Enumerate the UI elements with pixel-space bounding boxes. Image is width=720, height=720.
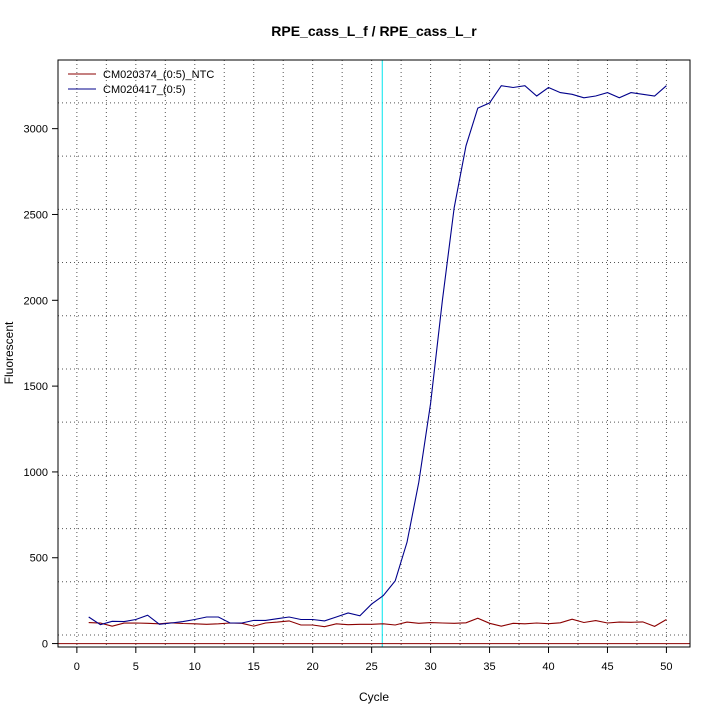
- x-tick-label: 25: [366, 661, 378, 673]
- series-line-2: [88, 85, 667, 626]
- y-axis-label: Fluorescent: [2, 321, 16, 384]
- plot-frame: [57, 59, 691, 648]
- x-tick-label: 40: [542, 661, 554, 673]
- y-tick-label: 500: [30, 553, 48, 565]
- y-tick-label: 3000: [24, 124, 48, 136]
- x-axis: 0 5 10 15 20 25 30 35 40 45 50: [74, 647, 673, 673]
- x-tick-label: 15: [248, 661, 260, 673]
- x-tick-label: 35: [483, 661, 495, 673]
- series-layer: [88, 85, 667, 628]
- x-tick-label: 5: [133, 661, 139, 673]
- y-tick-label: 2000: [24, 295, 48, 307]
- x-tick-label: 0: [74, 661, 80, 673]
- legend-label-1: CM020374_(0:5)_NTC: [103, 69, 214, 81]
- y-axis: 0 500 1000 1500 2000 2500 3000: [24, 124, 58, 651]
- legend-label-2: CM020417_(0:5): [103, 84, 186, 96]
- y-tick-label: 1500: [24, 381, 48, 393]
- threshold-layer: [58, 60, 690, 647]
- x-axis-label: Cycle: [359, 690, 389, 704]
- y-tick-label: 0: [42, 639, 48, 651]
- legend: CM020374_(0:5)_NTC CM020417_(0:5): [68, 69, 214, 96]
- y-tick-label: 2500: [24, 209, 48, 221]
- x-tick-label: 10: [189, 661, 201, 673]
- x-tick-label: 30: [424, 661, 436, 673]
- series-line-1: [88, 617, 667, 628]
- x-tick-label: 20: [307, 661, 319, 673]
- grid-lines: [58, 60, 690, 647]
- x-tick-label: 50: [660, 661, 672, 673]
- chart-title: RPE_cass_L_f / RPE_cass_L_r: [271, 23, 477, 39]
- y-tick-label: 1000: [24, 467, 48, 479]
- x-tick-label: 45: [601, 661, 613, 673]
